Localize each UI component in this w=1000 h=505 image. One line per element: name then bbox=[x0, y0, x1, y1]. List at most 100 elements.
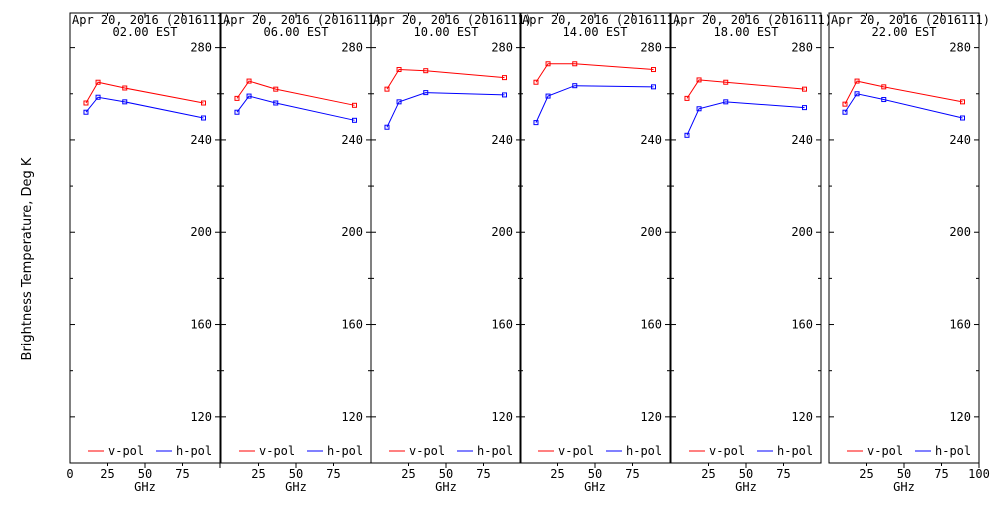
legend-label-v-pol: v-pol bbox=[259, 444, 295, 458]
data-point-h-pol bbox=[95, 94, 101, 100]
data-point-v-pol bbox=[122, 85, 128, 91]
x-tick-label: 75 bbox=[625, 467, 639, 481]
data-point-v-pol bbox=[83, 100, 89, 106]
y-tick-label: 280 bbox=[640, 41, 662, 55]
legend-label-v-pol: v-pol bbox=[558, 444, 594, 458]
series-line-v-pol bbox=[236, 80, 355, 106]
x-tick-label: 50 bbox=[897, 467, 911, 481]
data-point-v-pol bbox=[234, 95, 240, 101]
y-tick-label: 160 bbox=[190, 318, 212, 332]
series-line-h-pol bbox=[236, 95, 355, 121]
series-line-h-pol bbox=[535, 85, 654, 123]
data-point-v-pol bbox=[723, 79, 729, 85]
y-tick-label: 280 bbox=[190, 41, 212, 55]
data-point-v-pol bbox=[684, 95, 690, 101]
x-axis-label: GHz bbox=[285, 480, 307, 494]
x-tick-label: 25 bbox=[401, 467, 415, 481]
y-tick-label: 240 bbox=[791, 133, 813, 147]
data-point-h-pol bbox=[545, 93, 551, 99]
data-point-h-pol bbox=[881, 97, 887, 103]
data-point-h-pol bbox=[960, 115, 965, 121]
data-point-h-pol bbox=[246, 93, 252, 99]
data-point-v-pol bbox=[502, 75, 507, 81]
panel-6: Apr 20, 2016 (2016111)22.00 EST 120 160 200… bbox=[828, 12, 990, 494]
legend-label-v-pol: v-pol bbox=[867, 444, 903, 458]
panel-title: Apr 20, 2016 (2016111) bbox=[522, 13, 681, 27]
x-axis-label: GHz bbox=[584, 480, 606, 494]
data-point-v-pol bbox=[273, 86, 279, 92]
series-line-v-pol bbox=[386, 69, 505, 90]
data-point-h-pol bbox=[423, 90, 429, 96]
x-tick-label: 75 bbox=[175, 467, 189, 481]
data-point-h-pol bbox=[802, 105, 807, 111]
y-tick-label: 120 bbox=[491, 410, 513, 424]
data-point-v-pol bbox=[881, 84, 887, 90]
y-tick-label: 240 bbox=[640, 133, 662, 147]
panel-title: Apr 20, 2016 (2016111) bbox=[373, 13, 532, 27]
panel-title: Apr 20, 2016 (2016111) bbox=[72, 13, 231, 27]
data-point-v-pol bbox=[802, 86, 807, 92]
x-tick-label: 25 bbox=[701, 467, 715, 481]
series-line-h-pol bbox=[686, 101, 805, 136]
data-point-h-pol bbox=[234, 109, 240, 115]
series-line-v-pol bbox=[535, 63, 654, 83]
x-tick-label: 0 bbox=[66, 467, 73, 481]
panel-1: Apr 20, 2016 (2016111)02.00 EST 120 160 200… bbox=[66, 12, 231, 494]
y-tick-label: 160 bbox=[640, 318, 662, 332]
series-line-h-pol bbox=[85, 96, 204, 119]
legend-label-h-pol: h-pol bbox=[777, 444, 813, 458]
x-tick-label: 25 bbox=[859, 467, 873, 481]
series-line-h-pol bbox=[386, 92, 505, 128]
data-point-v-pol bbox=[572, 61, 578, 67]
x-axis-label: GHz bbox=[893, 480, 915, 494]
y-tick-label: 240 bbox=[190, 133, 212, 147]
data-point-v-pol bbox=[352, 102, 357, 108]
panel-title: Apr 20, 2016 (2016111) bbox=[831, 13, 990, 27]
panel-subtitle: 10.00 EST bbox=[413, 25, 478, 39]
x-axis-label: GHz bbox=[134, 480, 156, 494]
data-point-h-pol bbox=[854, 91, 860, 97]
panel-title: Apr 20, 2016 (2016111) bbox=[223, 13, 382, 27]
panel-subtitle: 14.00 EST bbox=[562, 25, 627, 39]
legend-label-h-pol: h-pol bbox=[935, 444, 971, 458]
data-point-v-pol bbox=[960, 99, 965, 105]
data-point-h-pol bbox=[384, 124, 390, 130]
y-tick-label: 200 bbox=[190, 225, 212, 239]
y-tick-label: 240 bbox=[341, 133, 363, 147]
y-tick-label: 120 bbox=[341, 410, 363, 424]
x-tick-label: 25 bbox=[550, 467, 564, 481]
y-tick-label: 200 bbox=[640, 225, 662, 239]
panel-subtitle: 18.00 EST bbox=[713, 25, 778, 39]
y-tick-label: 280 bbox=[791, 41, 813, 55]
x-tick-label: 75 bbox=[934, 467, 948, 481]
data-point-h-pol bbox=[572, 83, 578, 89]
data-point-v-pol bbox=[384, 86, 390, 92]
legend-label-v-pol: v-pol bbox=[409, 444, 445, 458]
x-tick-label: 50 bbox=[588, 467, 602, 481]
data-point-h-pol bbox=[396, 99, 402, 105]
data-point-h-pol bbox=[723, 99, 729, 105]
x-tick-label: 25 bbox=[100, 467, 114, 481]
panel-subtitle: 06.00 EST bbox=[263, 25, 328, 39]
y-tick-label: 200 bbox=[491, 225, 513, 239]
data-point-v-pol bbox=[396, 67, 402, 73]
y-tick-label: 160 bbox=[341, 318, 363, 332]
data-point-h-pol bbox=[83, 109, 89, 115]
series-line-v-pol bbox=[844, 80, 963, 105]
y-tick-label: 200 bbox=[791, 225, 813, 239]
panel-2: Apr 20, 2016 (2016111)06.00 EST 120 160 200… bbox=[220, 12, 382, 494]
y-tick-label: 240 bbox=[491, 133, 513, 147]
y-tick-label: 280 bbox=[341, 41, 363, 55]
y-tick-label: 160 bbox=[949, 318, 971, 332]
data-point-v-pol bbox=[651, 67, 656, 73]
data-point-v-pol bbox=[423, 68, 429, 74]
x-tick-label: 75 bbox=[326, 467, 340, 481]
legend-label-h-pol: h-pol bbox=[477, 444, 513, 458]
data-point-v-pol bbox=[545, 61, 551, 67]
data-point-h-pol bbox=[533, 120, 539, 126]
panel-3: Apr 20, 2016 (2016111)10.00 EST 120 160 200… bbox=[370, 12, 532, 494]
data-point-h-pol bbox=[502, 92, 507, 98]
x-tick-label: 100 bbox=[968, 467, 990, 481]
